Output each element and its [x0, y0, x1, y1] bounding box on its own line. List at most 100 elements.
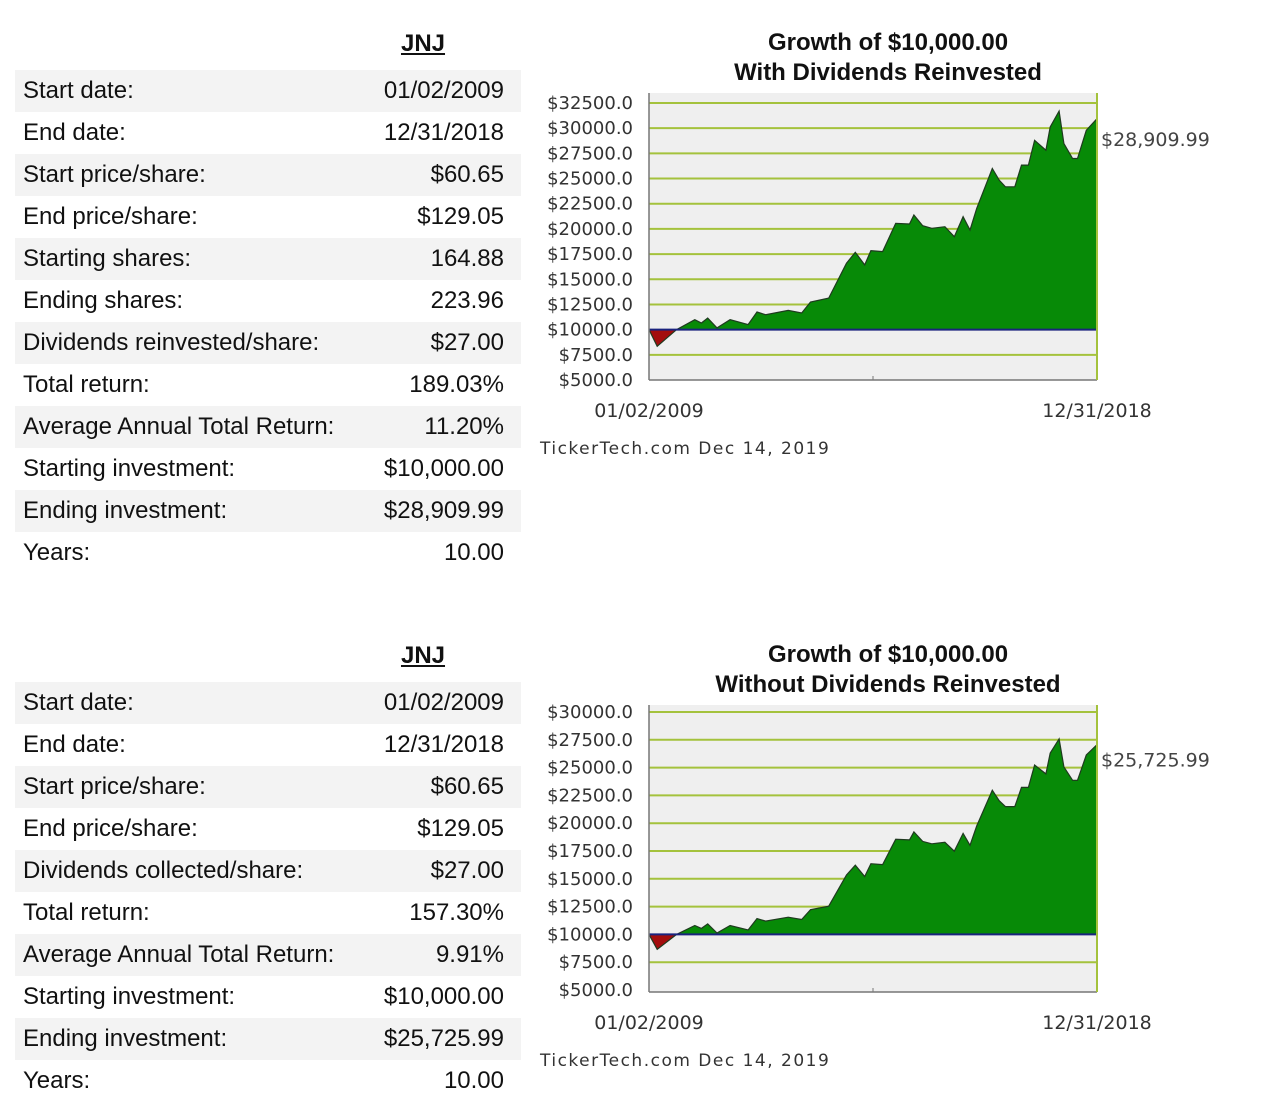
stats-table-without-dividends: Start date: 01/02/2009 End date: 12/31/2018…: [15, 682, 521, 1102]
row-label: Start price/share:: [23, 773, 206, 800]
row-value: $60.65: [430, 161, 504, 188]
row-label: Ending shares:: [23, 287, 184, 314]
footer-source: TickerTech.com Dec 14, 2019: [539, 1051, 830, 1071]
y-tick-label: $25000.0: [547, 169, 633, 190]
y-tick-label: $30000.0: [547, 118, 633, 139]
end-value-label: $28,909.99: [1101, 129, 1210, 151]
chart-1-title-line1: Growth of $10,000.00: [767, 29, 1009, 56]
y-tick-label: $22500.0: [547, 785, 633, 806]
y-tick-label: $10000.0: [547, 320, 633, 341]
row-label: Start date:: [23, 77, 134, 104]
row-label: End price/share:: [23, 203, 198, 230]
table-row: Start date: 01/02/2009: [15, 682, 521, 724]
table-row: Average Annual Total Return: 11.20%: [15, 406, 521, 448]
table-row: Ending investment: $28,909.99: [15, 490, 521, 532]
table-row: Total return: 157.30%: [15, 892, 521, 934]
row-label: Start price/share:: [23, 161, 206, 188]
chart-1-title-line2: With Dividends Reinvested: [734, 59, 1042, 86]
y-tick-label: $20000.0: [547, 219, 633, 240]
table-row: Dividends collected/share: $27.00: [15, 850, 521, 892]
y-tick-label: $27500.0: [547, 143, 633, 164]
table-row: Years: 10.00: [15, 532, 521, 574]
y-tick-label: $7500.0: [559, 345, 633, 366]
row-label: Start date:: [23, 689, 134, 716]
chart-2-title-line1: Growth of $10,000.00: [767, 641, 1009, 668]
row-value: $10,000.00: [383, 983, 504, 1010]
series-line: [648, 737, 1098, 951]
x-tick-label-start: 01/02/2009: [594, 1012, 704, 1034]
y-tick-label: $12500.0: [547, 897, 633, 918]
x-tick-label-start: 01/02/2009: [594, 400, 704, 422]
row-label: Starting shares:: [23, 245, 192, 272]
table-row: Ending shares: 223.96: [15, 280, 521, 322]
row-value: 11.20%: [424, 413, 504, 440]
table-row: Average Annual Total Return: 9.91%: [15, 934, 521, 976]
y-tick-label: $15000.0: [547, 869, 633, 890]
row-value: 9.91%: [435, 941, 504, 968]
chart-2-title-line2: Without Dividends Reinvested: [715, 671, 1061, 698]
end-value-label: $25,725.99: [1101, 750, 1210, 772]
row-label: Average Annual Total Return:: [23, 941, 335, 968]
table-2-ticker: JNJ: [400, 642, 446, 669]
y-tick-label: $17500.0: [547, 841, 633, 862]
chart-1-title: Growth of $10,000.00 With Dividends Rein…: [600, 28, 1176, 88]
table-row: End date: 12/31/2018: [15, 112, 521, 154]
table-row: Start price/share: $60.65: [15, 766, 521, 808]
y-tick-label: $7500.0: [559, 952, 633, 973]
table-row: Years: 10.00: [15, 1060, 521, 1102]
chart-without-dividends: $30000.0 $27500.0 $25000.0 $22500.0 $20000.0…: [539, 702, 1210, 1071]
row-value: $129.05: [417, 203, 504, 230]
row-label: Years:: [23, 539, 91, 566]
row-value: 164.88: [430, 245, 504, 272]
row-value: $28,909.99: [383, 497, 504, 524]
chart-with-dividends: $32500.0 $30000.0 $27500.0 $25000.0 $22500.0…: [539, 93, 1210, 459]
y-tick-label: $10000.0: [547, 924, 633, 945]
row-value: $27.00: [430, 857, 504, 884]
row-label: Ending investment:: [23, 497, 228, 524]
table-row: Total return: 189.03%: [15, 364, 521, 406]
table-1-ticker: JNJ: [400, 30, 446, 57]
row-value: $60.65: [430, 773, 504, 800]
stats-table-with-dividends: Start date: 01/02/2009 End date: 12/31/2018…: [15, 70, 521, 574]
row-value: 10.00: [443, 1067, 504, 1094]
table-row: End price/share: $129.05: [15, 196, 521, 238]
y-tick-label: $20000.0: [547, 813, 633, 834]
row-value: $25,725.99: [383, 1025, 504, 1052]
y-tick-label: $5000.0: [559, 980, 633, 1001]
row-label: Starting investment:: [23, 983, 236, 1010]
y-tick-label: $12500.0: [547, 294, 633, 315]
chart-2-title: Growth of $10,000.00 Without Dividends R…: [600, 640, 1176, 700]
row-value: 01/02/2009: [383, 689, 504, 716]
row-value: $10,000.00: [383, 455, 504, 482]
gain-area: [649, 738, 1097, 935]
y-tick-label: $25000.0: [547, 758, 633, 779]
row-value: $27.00: [430, 329, 504, 356]
row-label: Average Annual Total Return:: [23, 413, 335, 440]
y-tick-label: $32500.0: [547, 93, 633, 114]
y-tick-label: $15000.0: [547, 269, 633, 290]
row-value: 12/31/2018: [383, 119, 504, 146]
y-tick-label: $5000.0: [559, 370, 633, 391]
row-label: Years:: [23, 1067, 91, 1094]
y-tick-label: $22500.0: [547, 194, 633, 215]
row-label: End price/share:: [23, 815, 198, 842]
row-label: Total return:: [23, 899, 150, 926]
row-label: Total return:: [23, 371, 150, 398]
row-label: Dividends reinvested/share:: [23, 329, 320, 356]
y-tick-label: $30000.0: [547, 702, 633, 723]
table-row: Starting investment: $10,000.00: [15, 448, 521, 490]
row-label: Ending investment:: [23, 1025, 228, 1052]
table-row: Start date: 01/02/2009: [15, 70, 521, 112]
y-tick-label: $27500.0: [547, 730, 633, 751]
table-row: Ending investment: $25,725.99: [15, 1018, 521, 1060]
footer-source: TickerTech.com Dec 14, 2019: [539, 439, 830, 459]
row-value: 01/02/2009: [383, 77, 504, 104]
row-label: Dividends collected/share:: [23, 857, 304, 884]
table-row: Starting shares: 164.88: [15, 238, 521, 280]
row-label: Starting investment:: [23, 455, 236, 482]
y-tick-label: $17500.0: [547, 244, 633, 265]
row-value: 189.03%: [409, 371, 504, 398]
gain-area: [649, 111, 1097, 330]
row-value: 10.00: [443, 539, 504, 566]
row-value: 223.96: [430, 287, 504, 314]
